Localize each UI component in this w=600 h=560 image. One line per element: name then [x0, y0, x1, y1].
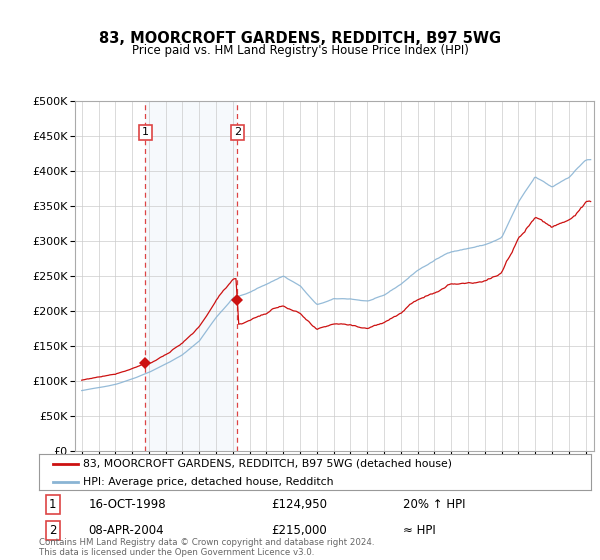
Text: 16-OCT-1998: 16-OCT-1998	[89, 498, 166, 511]
Text: Contains HM Land Registry data © Crown copyright and database right 2024.
This d: Contains HM Land Registry data © Crown c…	[39, 538, 374, 557]
Text: 2: 2	[49, 524, 56, 538]
Text: £124,950: £124,950	[271, 498, 327, 511]
Text: 20% ↑ HPI: 20% ↑ HPI	[403, 498, 466, 511]
Bar	[145, 101, 238, 451]
Text: 1: 1	[49, 498, 56, 511]
Text: 1: 1	[142, 127, 149, 137]
Text: Price paid vs. HM Land Registry's House Price Index (HPI): Price paid vs. HM Land Registry's House …	[131, 44, 469, 57]
Text: 08-APR-2004: 08-APR-2004	[89, 524, 164, 538]
Text: 83, MOORCROFT GARDENS, REDDITCH, B97 5WG (detached house): 83, MOORCROFT GARDENS, REDDITCH, B97 5WG…	[83, 459, 452, 469]
Text: 2: 2	[234, 127, 241, 137]
Text: 83, MOORCROFT GARDENS, REDDITCH, B97 5WG: 83, MOORCROFT GARDENS, REDDITCH, B97 5WG	[99, 31, 501, 46]
Text: HPI: Average price, detached house, Redditch: HPI: Average price, detached house, Redd…	[83, 477, 334, 487]
Text: £215,000: £215,000	[271, 524, 326, 538]
Text: ≈ HPI: ≈ HPI	[403, 524, 436, 538]
